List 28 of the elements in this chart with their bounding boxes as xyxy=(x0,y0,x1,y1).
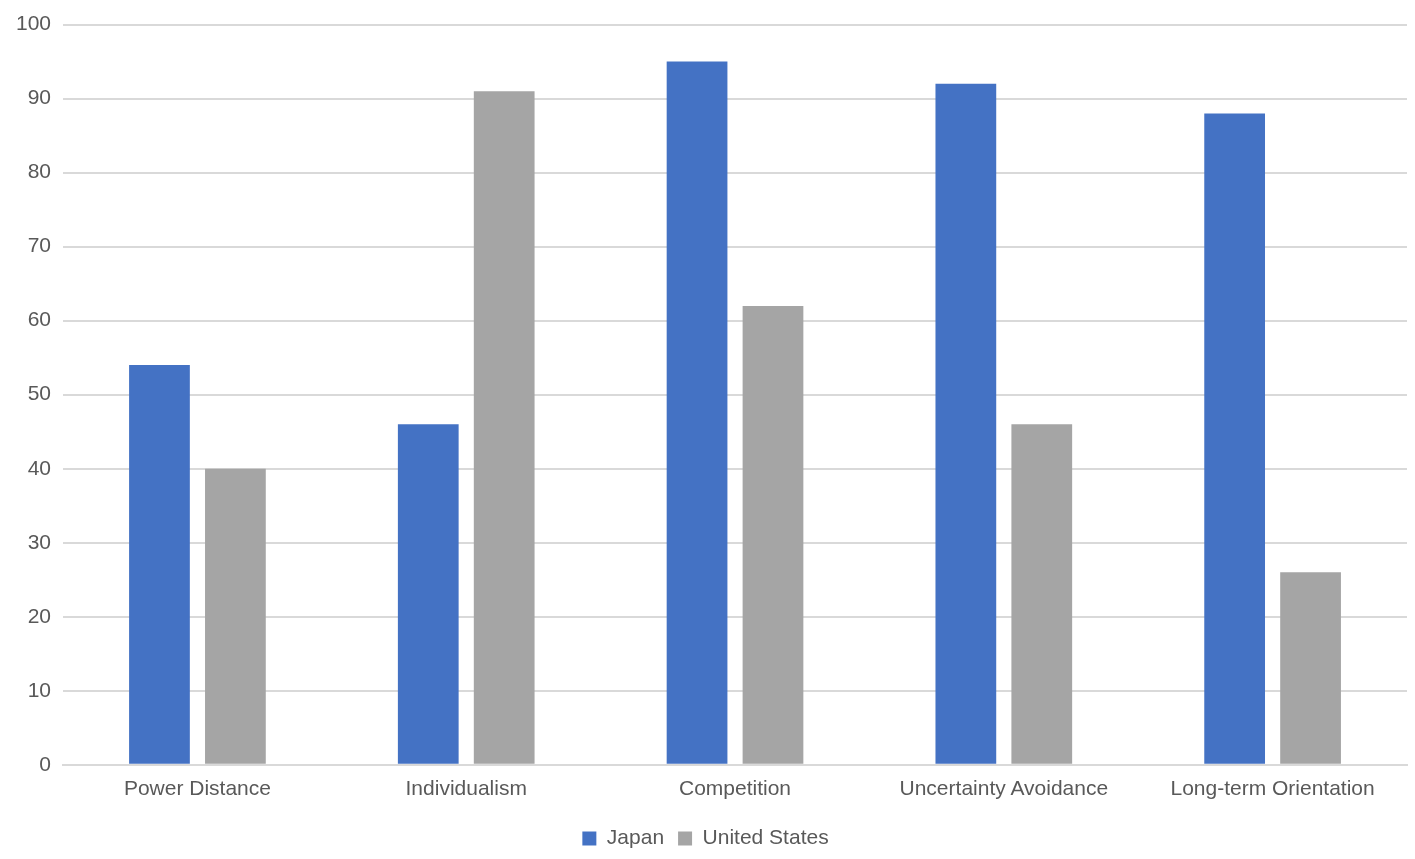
y-tick-label: 100 xyxy=(15,11,52,35)
x-tick-label: Individualism xyxy=(405,776,527,800)
y-tick-label: 70 xyxy=(27,233,52,257)
x-tick-label: Long-term Orientation xyxy=(1170,776,1375,800)
legend-label: United States xyxy=(702,825,829,849)
y-tick-label: 10 xyxy=(27,677,52,701)
bar xyxy=(205,468,266,764)
bar xyxy=(1011,424,1073,764)
x-tick-label: Power Distance xyxy=(123,776,271,800)
y-tick-label: 0 xyxy=(39,751,52,775)
x-tick-label: Competition xyxy=(678,776,792,800)
y-tick-label: 90 xyxy=(27,85,52,109)
bar xyxy=(129,365,190,764)
legend-label: Japan xyxy=(606,825,665,849)
y-tick-label: 30 xyxy=(27,529,52,553)
bar xyxy=(473,91,535,764)
x-tick-label: Uncertainty Avoidance xyxy=(899,776,1109,800)
y-tick-label: 40 xyxy=(27,455,52,479)
bar xyxy=(742,305,804,764)
y-tick-label: 50 xyxy=(27,381,52,405)
y-tick-label: 80 xyxy=(27,159,52,183)
y-tick-label: 20 xyxy=(27,603,52,627)
bar xyxy=(666,61,728,764)
bar xyxy=(1280,572,1341,764)
bar xyxy=(935,83,997,764)
bar xyxy=(1204,113,1266,764)
bar xyxy=(397,424,459,764)
y-tick-label: 60 xyxy=(27,307,52,331)
